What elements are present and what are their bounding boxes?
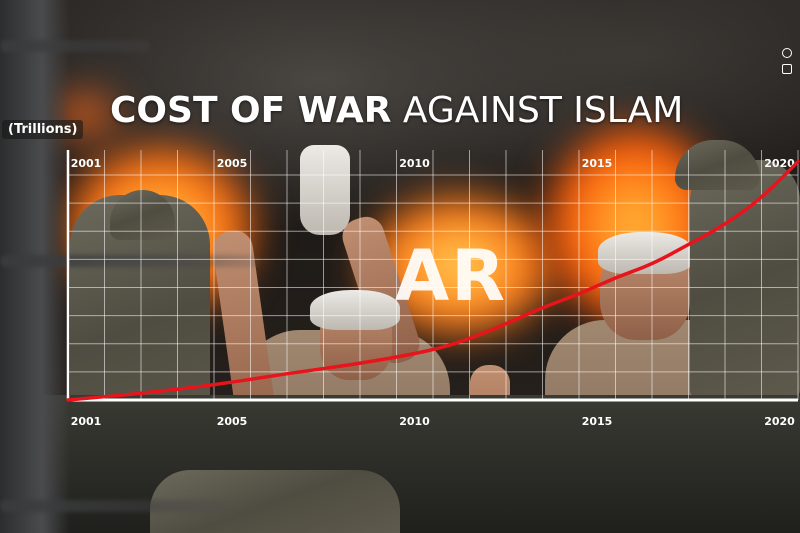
soldier-far-right-helmet <box>675 140 760 190</box>
head-bandage-center <box>310 290 400 330</box>
rotor-blade <box>0 255 260 267</box>
x-tick-label-top: 2001 <box>71 157 102 170</box>
x-tick-label-top: 2005 <box>217 157 248 170</box>
x-tick-label-bottom: 2005 <box>217 415 248 428</box>
x-tick-label-top: 2015 <box>582 157 613 170</box>
iv-bag <box>300 145 350 235</box>
chart-axes <box>66 150 798 402</box>
corner-logo-icon <box>782 48 796 88</box>
x-tick-label-bottom: 2015 <box>582 415 613 428</box>
x-tick-label-top: 2010 <box>399 157 430 170</box>
x-tick-label-bottom: 2020 <box>764 415 795 428</box>
title-light: AGAINST ISLAM <box>402 90 684 131</box>
cost-line-series <box>66 160 800 402</box>
rotor-blade <box>0 40 150 52</box>
soldier-far-right <box>690 160 800 400</box>
unit-label: (Trillions) <box>2 120 84 139</box>
x-tick-label-top: 2020 <box>764 157 795 170</box>
watermark-text: AR <box>395 235 508 317</box>
x-tick-label-bottom: 2001 <box>71 415 102 428</box>
chart-title: COST OF WAR AGAINST ISLAM <box>110 90 683 131</box>
x-tick-labels-top: 2001 2005 2010 2015 2020 <box>71 157 795 170</box>
x-tick-labels-bottom: 2001 2005 2010 2015 2020 <box>71 415 795 428</box>
rotor-blade <box>0 500 230 512</box>
title-bold: COST OF WAR <box>110 90 392 131</box>
chart-grid <box>67 150 799 401</box>
x-tick-label-bottom: 2010 <box>399 415 430 428</box>
